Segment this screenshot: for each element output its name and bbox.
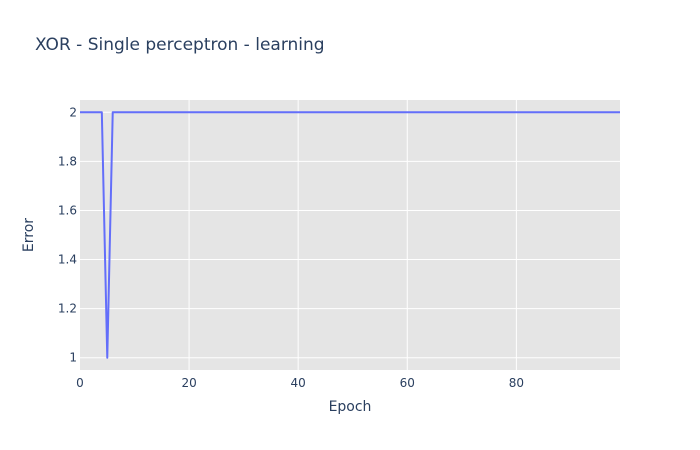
series-layer — [80, 111, 620, 359]
x-axis-ticks: 0 20 40 60 80 — [76, 376, 524, 390]
x-tick-label: 0 — [76, 376, 84, 390]
y-tick-label: 1.6 — [58, 203, 77, 217]
series-line — [80, 111, 620, 359]
chart-title: XOR - Single perceptron - learning — [35, 35, 325, 55]
x-tick-label: 80 — [509, 376, 524, 390]
y-tick-label: 2 — [69, 105, 77, 119]
x-tick-label: 40 — [291, 376, 306, 390]
x-tick-label: 60 — [400, 376, 415, 390]
y-axis-ticks: 1 1.2 1.4 1.6 1.8 2 — [58, 105, 77, 364]
y-tick-label: 1.2 — [58, 302, 77, 316]
y-axis-label: Error — [21, 218, 37, 252]
x-axis-label: Epoch — [329, 399, 372, 415]
plot-area — [80, 100, 620, 370]
x-tick-label: 20 — [181, 376, 196, 390]
y-tick-label: 1 — [69, 351, 77, 365]
y-tick-label: 1.4 — [58, 253, 77, 267]
y-tick-label: 1.8 — [58, 154, 77, 168]
